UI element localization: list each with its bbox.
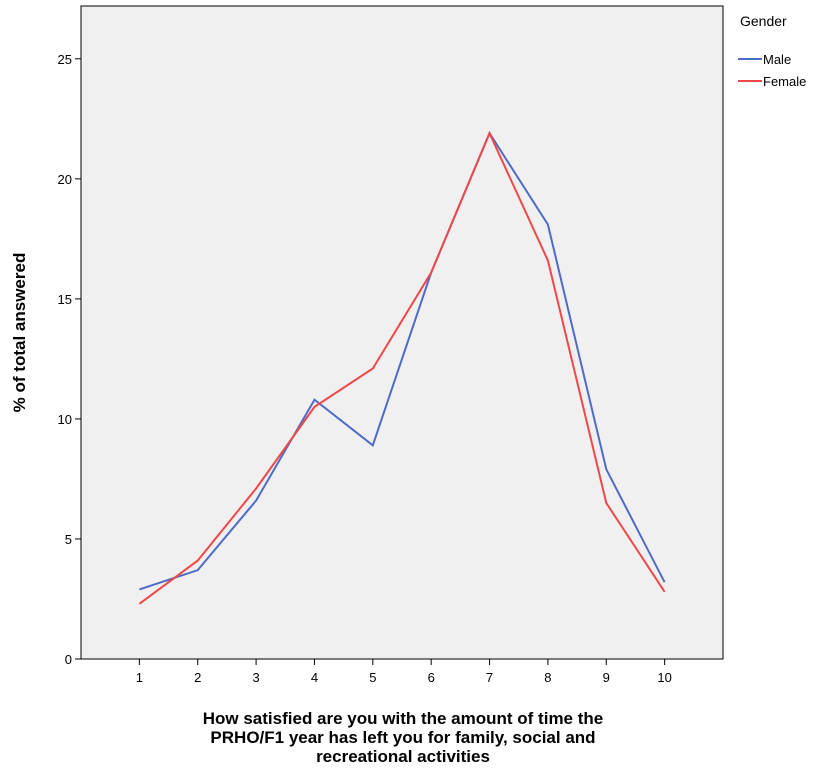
x-axis-title-line: recreational activities [316, 747, 490, 766]
x-tick-label: 5 [369, 670, 376, 685]
y-tick-label: 5 [65, 532, 72, 547]
x-axis-title-line: How satisfied are you with the amount of… [203, 709, 604, 728]
x-tick-label: 1 [136, 670, 143, 685]
x-tick-label: 7 [486, 670, 493, 685]
legend: Gender Male Female [738, 13, 806, 89]
y-tick-label: 20 [58, 172, 72, 187]
x-tick-label: 3 [252, 670, 259, 685]
legend-label: Male [763, 52, 791, 67]
y-tick-label: 15 [58, 292, 72, 307]
x-tick-label: 10 [657, 670, 671, 685]
x-tick-label: 6 [428, 670, 435, 685]
x-tick-label: 8 [544, 670, 551, 685]
y-tick-label: 25 [58, 52, 72, 67]
x-tick-label: 9 [603, 670, 610, 685]
series-line-male [139, 131, 666, 591]
y-axis-title: % of total answered [10, 253, 29, 413]
x-axis: 1 2 3 4 5 6 7 8 9 10 [136, 659, 672, 685]
x-tick-label: 4 [311, 670, 318, 685]
plot-area [80, 5, 724, 660]
y-tick-label: 10 [58, 412, 72, 427]
y-tick-label: 0 [65, 652, 72, 667]
x-tick-label: 2 [194, 670, 201, 685]
series-line-female [138, 130, 666, 605]
y-axis: 0 5 10 15 20 25 [58, 52, 81, 667]
series-layer [138, 130, 666, 605]
legend-title: Gender [740, 13, 787, 29]
legend-label: Female [763, 74, 806, 89]
x-axis-title: How satisfied are you with the amount of… [203, 709, 604, 766]
x-axis-title-line: PRHO/F1 year has left you for family, so… [210, 728, 595, 747]
